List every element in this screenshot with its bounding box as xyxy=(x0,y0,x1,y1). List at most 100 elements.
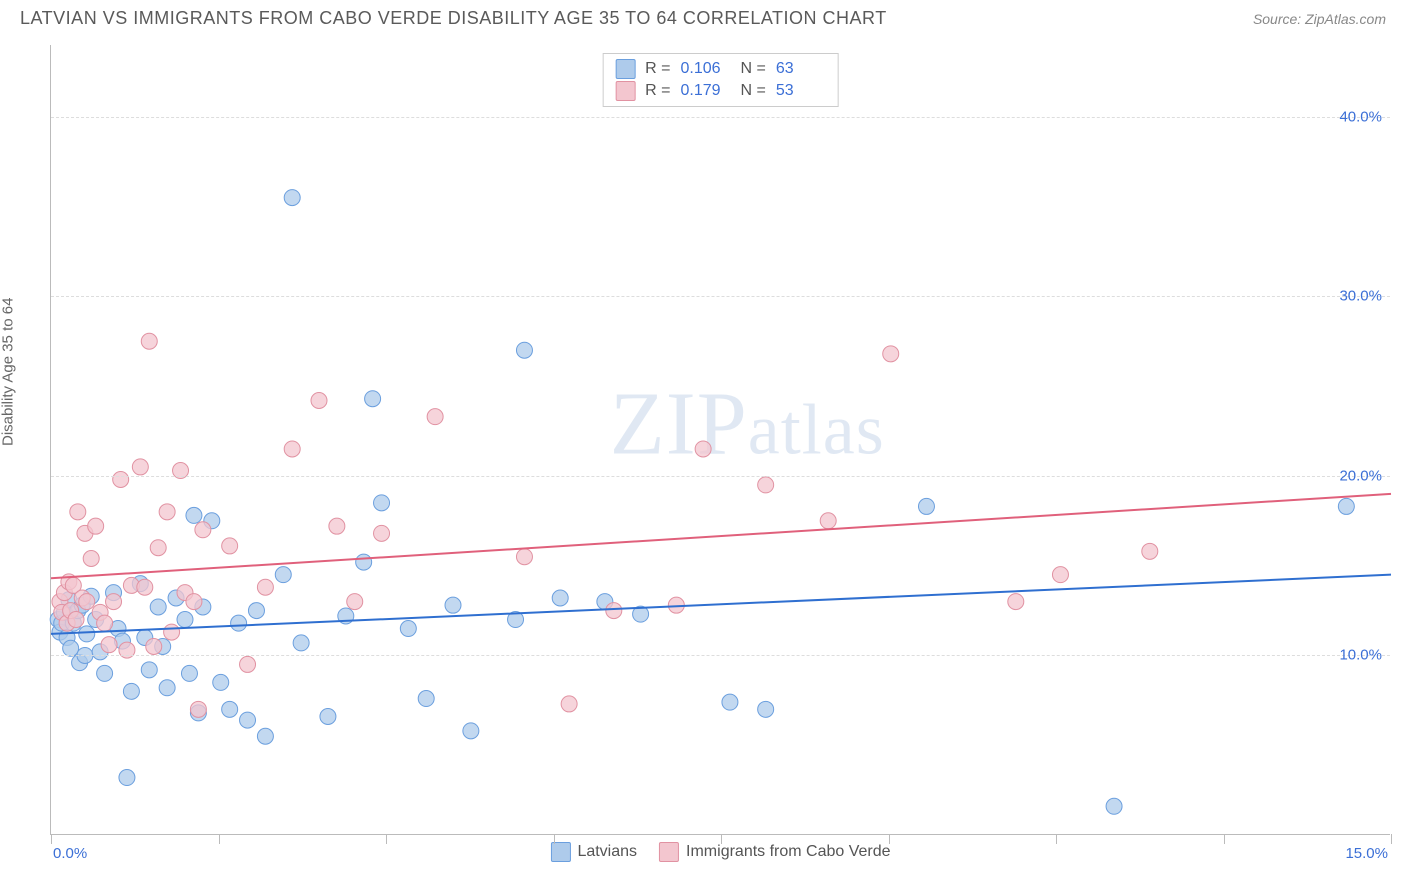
legend-swatch-series2 xyxy=(659,842,679,862)
data-point xyxy=(320,709,336,725)
data-point xyxy=(186,507,202,523)
gridline-h xyxy=(51,296,1390,297)
data-point xyxy=(186,594,202,610)
data-point xyxy=(561,696,577,712)
data-point xyxy=(164,624,180,640)
data-point xyxy=(516,342,532,358)
legend-label-series2: Immigrants from Cabo Verde xyxy=(686,843,891,861)
r-label: R = xyxy=(645,82,670,100)
data-point xyxy=(177,612,193,628)
trend-line xyxy=(51,494,1391,578)
data-point xyxy=(68,612,84,628)
n-label: N = xyxy=(741,60,766,78)
x-axis-tick xyxy=(51,834,52,844)
data-point xyxy=(231,615,247,631)
data-point xyxy=(758,701,774,717)
x-axis-tick xyxy=(1224,834,1225,844)
data-point xyxy=(106,594,122,610)
n-label: N = xyxy=(741,82,766,100)
x-axis-min-label: 0.0% xyxy=(53,845,87,862)
data-point xyxy=(347,594,363,610)
y-axis-tick-label: 30.0% xyxy=(1339,288,1382,305)
data-point xyxy=(101,637,117,653)
data-point xyxy=(374,495,390,511)
data-point xyxy=(374,525,390,541)
data-point xyxy=(150,599,166,615)
data-point xyxy=(695,441,711,457)
data-point xyxy=(222,701,238,717)
data-point xyxy=(248,603,264,619)
data-point xyxy=(123,683,139,699)
data-point xyxy=(883,346,899,362)
data-point xyxy=(418,691,434,707)
data-point xyxy=(356,554,372,570)
data-point xyxy=(83,551,99,567)
gridline-h xyxy=(51,655,1390,656)
data-point xyxy=(146,638,162,654)
data-point xyxy=(400,621,416,637)
x-axis-tick xyxy=(889,834,890,844)
data-point xyxy=(284,190,300,206)
x-axis-tick xyxy=(219,834,220,844)
data-point xyxy=(552,590,568,606)
stats-row-series1: R = 0.106 N = 63 xyxy=(615,58,826,80)
data-point xyxy=(181,665,197,681)
data-point xyxy=(284,441,300,457)
legend-label-series1: Latvians xyxy=(577,843,637,861)
data-point xyxy=(150,540,166,556)
data-point xyxy=(222,538,238,554)
legend-item-series1: Latvians xyxy=(550,842,637,862)
x-axis-tick xyxy=(1056,834,1057,844)
data-point xyxy=(516,549,532,565)
data-point xyxy=(275,567,291,583)
data-point xyxy=(141,662,157,678)
data-point xyxy=(293,635,309,651)
data-point xyxy=(63,640,79,656)
data-point xyxy=(97,615,113,631)
data-point xyxy=(329,518,345,534)
data-point xyxy=(240,712,256,728)
x-axis-tick xyxy=(1391,834,1392,844)
data-point xyxy=(722,694,738,710)
stats-row-series2: R = 0.179 N = 53 xyxy=(615,80,826,102)
stats-legend-box: R = 0.106 N = 63 R = 0.179 N = 53 xyxy=(602,53,839,107)
source-attribution: Source: ZipAtlas.com xyxy=(1253,11,1386,27)
data-point xyxy=(132,459,148,475)
swatch-series1 xyxy=(615,59,635,79)
legend-swatch-series1 xyxy=(550,842,570,862)
n-value-series1: 63 xyxy=(776,60,826,78)
y-axis-tick-label: 40.0% xyxy=(1339,108,1382,125)
data-point xyxy=(257,579,273,595)
data-point xyxy=(1142,543,1158,559)
x-axis-tick xyxy=(721,834,722,844)
data-point xyxy=(70,504,86,520)
data-point xyxy=(159,504,175,520)
chart-plot-area: ZIPatlas R = 0.106 N = 63 R = 0.179 N = … xyxy=(50,45,1390,835)
data-point xyxy=(918,498,934,514)
chart-title: LATVIAN VS IMMIGRANTS FROM CABO VERDE DI… xyxy=(20,8,887,29)
r-value-series2: 0.179 xyxy=(681,82,731,100)
y-axis-title: Disability Age 35 to 64 xyxy=(0,298,17,446)
data-point xyxy=(606,603,622,619)
data-point xyxy=(119,770,135,786)
data-point xyxy=(463,723,479,739)
data-point xyxy=(113,472,129,488)
data-point xyxy=(427,409,443,425)
data-point xyxy=(141,333,157,349)
data-point xyxy=(159,680,175,696)
data-point xyxy=(195,522,211,538)
data-point xyxy=(79,594,95,610)
data-point xyxy=(758,477,774,493)
x-axis-tick xyxy=(554,834,555,844)
data-point xyxy=(365,391,381,407)
data-point xyxy=(1106,798,1122,814)
gridline-h xyxy=(51,476,1390,477)
data-point xyxy=(97,665,113,681)
data-point xyxy=(1338,498,1354,514)
data-point xyxy=(1008,594,1024,610)
data-point xyxy=(213,674,229,690)
x-axis-tick xyxy=(386,834,387,844)
y-axis-tick-label: 20.0% xyxy=(1339,467,1382,484)
data-point xyxy=(445,597,461,613)
legend-item-series2: Immigrants from Cabo Verde xyxy=(659,842,891,862)
